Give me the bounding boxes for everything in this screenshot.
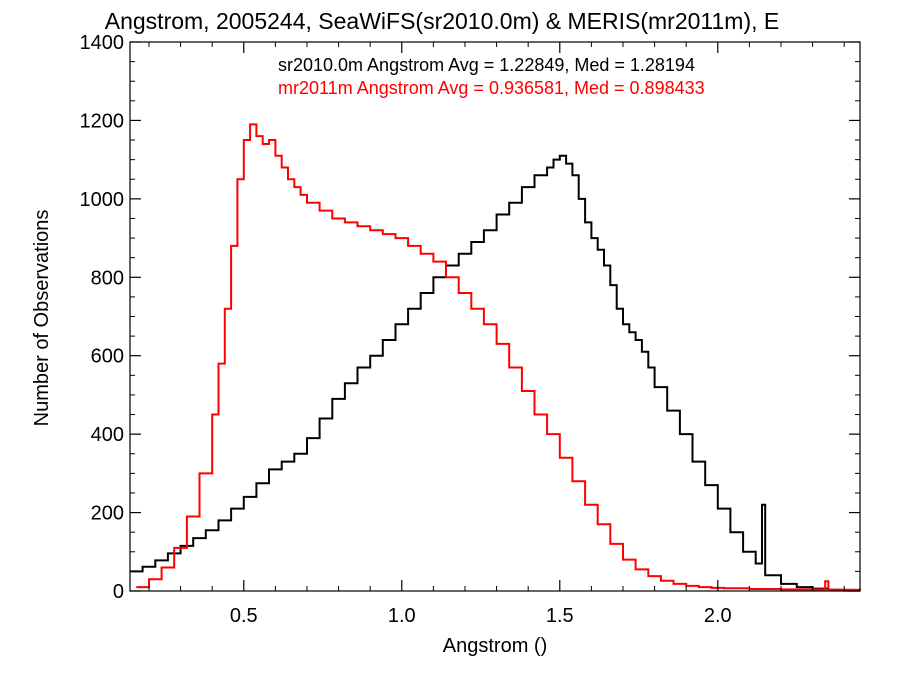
y-tick-label: 600 <box>91 346 124 368</box>
y-tick-label: 400 <box>91 424 124 446</box>
x-tick-label: 2.0 <box>704 605 732 627</box>
y-tick-label: 1400 <box>80 32 125 54</box>
y-tick-label: 800 <box>91 267 124 289</box>
x-tick-label: 1.0 <box>388 605 416 627</box>
y-tick-label: 1200 <box>80 110 125 132</box>
x-tick-label: 0.5 <box>230 605 258 627</box>
x-tick-label: 1.5 <box>546 605 574 627</box>
y-axis-label: Number of Observations <box>31 210 53 427</box>
y-tick-label: 0 <box>113 581 124 603</box>
series-line-sr2010 <box>130 154 860 592</box>
chart-title: Angstrom, 2005244, SeaWiFS(sr2010.0m) & … <box>105 8 779 34</box>
x-axis-label: Angstrom () <box>443 635 547 657</box>
series-group <box>130 123 861 592</box>
legend-entry-sr2010: sr2010.0m Angstrom Avg = 1.22849, Med = … <box>278 55 695 75</box>
y-tick-label: 200 <box>91 503 124 525</box>
y-tick-label: 1000 <box>80 189 125 211</box>
legend-entry-mr2011: mr2011m Angstrom Avg = 0.936581, Med = 0… <box>278 78 705 98</box>
series-line-mr2011 <box>136 123 861 591</box>
axis-ticks: 0 200 400 600 800 1000 1200 1400 0.5 1.0 1.5 2.0 <box>80 32 860 627</box>
